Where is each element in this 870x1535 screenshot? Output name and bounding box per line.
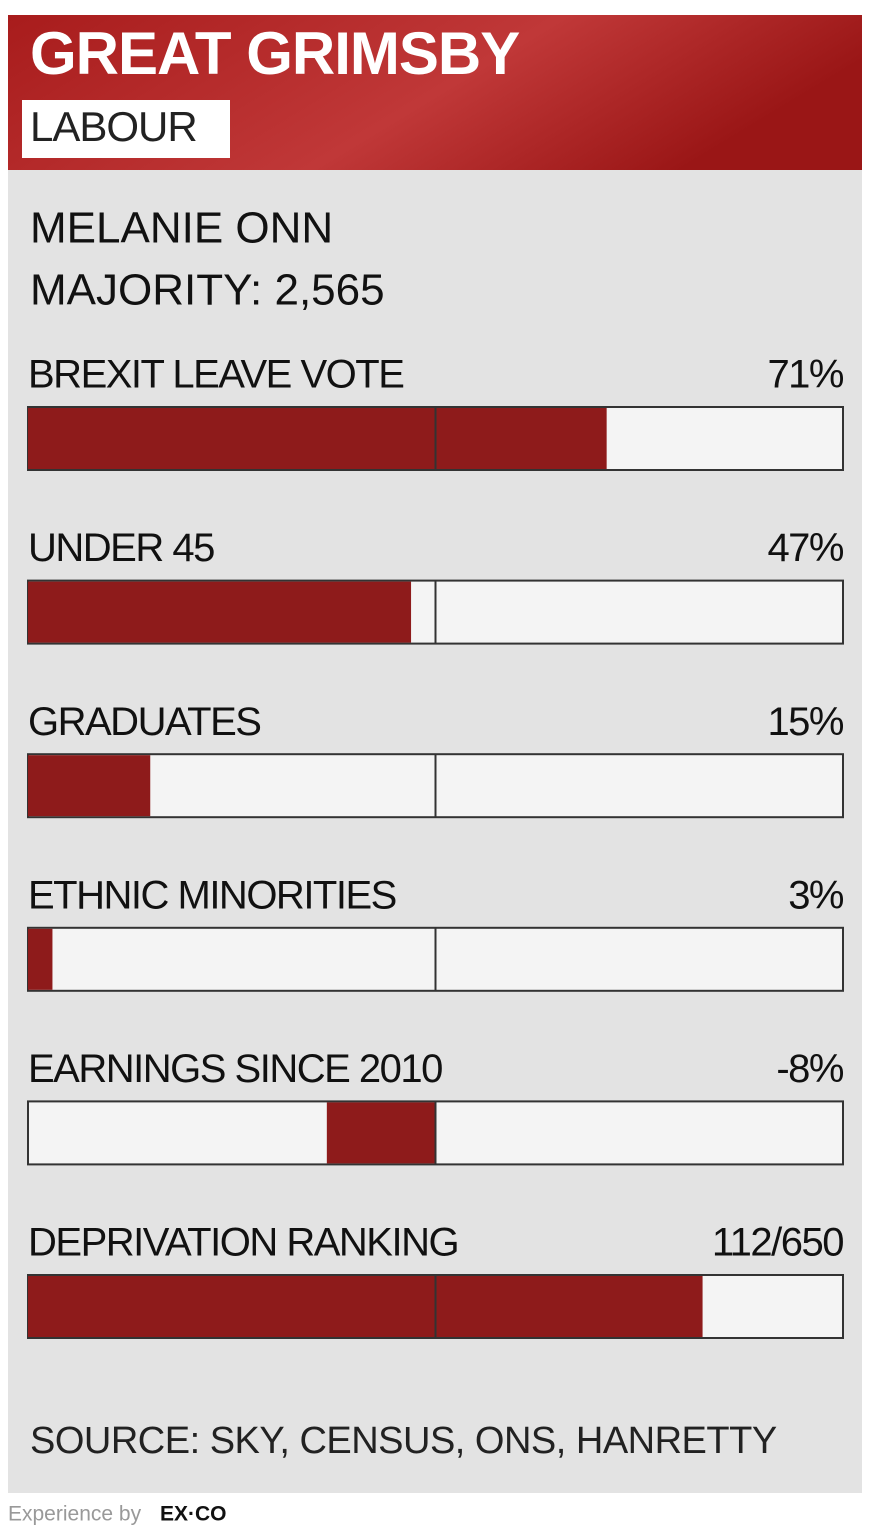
value-label: 3% bbox=[788, 873, 844, 917]
bar bbox=[326, 1102, 436, 1164]
footer-text: Experience by bbox=[8, 1503, 142, 1526]
value-label: 15% bbox=[767, 700, 843, 744]
value-label: -8% bbox=[776, 1047, 844, 1091]
mp-name: MELANIE ONN bbox=[30, 204, 333, 253]
bar bbox=[28, 1276, 703, 1337]
value-label: 47% bbox=[767, 526, 843, 570]
bar-title: DEPRIVATION RANKING bbox=[28, 1221, 458, 1265]
constituency-title: GREAT GRIMSBY bbox=[30, 20, 520, 87]
party-label: LABOUR bbox=[30, 103, 197, 150]
bar-title: GRADUATES bbox=[28, 700, 260, 744]
majority: MAJORITY: 2,565 bbox=[30, 266, 385, 315]
bar-title: EARNINGS SINCE 2010 bbox=[28, 1047, 442, 1091]
bar bbox=[28, 408, 607, 469]
bars: 71% BREXIT LEAVE VOTE 47% UNDER 45 15% GRADUA… bbox=[27, 353, 845, 1339]
value-label: 71% bbox=[767, 353, 843, 397]
bar-title: BREXIT LEAVE VOTE bbox=[28, 353, 403, 397]
value-label: 112/650 bbox=[712, 1221, 843, 1265]
party-box bbox=[22, 100, 230, 158]
bar-title: UNDER 45 bbox=[28, 526, 214, 570]
bar-title: ETHNIC MINORITIES bbox=[28, 873, 396, 917]
bar bbox=[28, 755, 151, 817]
footer-brand: EX·CO bbox=[160, 1503, 227, 1526]
bar bbox=[28, 928, 53, 990]
source: SOURCE: SKY, CENSUS, ONS, HANRETTY bbox=[30, 1420, 777, 1462]
bar bbox=[28, 581, 412, 643]
